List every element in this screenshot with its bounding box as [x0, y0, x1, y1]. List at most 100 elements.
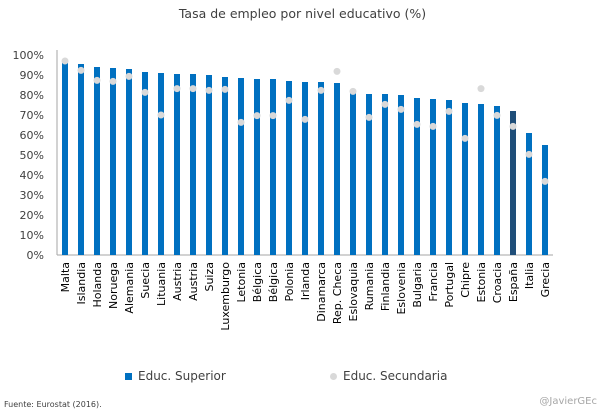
x-tick-label: Islandia	[75, 262, 88, 305]
x-tick-label: Bulgaria	[411, 262, 424, 308]
point-secundaria	[77, 66, 85, 74]
x-tick-label: Holanda	[91, 262, 104, 308]
x-tick-label: Austria	[187, 262, 200, 301]
point-secundaria	[141, 88, 149, 96]
x-tick-label: Suiza	[203, 262, 216, 292]
point-secundaria	[285, 96, 293, 104]
watermark: @JavierGEc	[539, 396, 597, 407]
x-tick-label: Noruega	[107, 262, 120, 309]
x-tick-label: Finlandia	[379, 262, 392, 311]
x-tick-label: Lituania	[155, 262, 168, 306]
y-tick-label: 50%	[20, 149, 44, 162]
x-tick-label: Eslovaquia	[347, 262, 360, 321]
bar-educ-superior	[382, 94, 388, 255]
bar-educ-superior	[94, 67, 100, 255]
y-tick-label: 90%	[20, 69, 44, 82]
bar-educ-superior	[302, 82, 308, 255]
bar-educ-superior	[526, 133, 532, 255]
y-tick-label: 70%	[20, 109, 44, 122]
point-secundaria	[237, 118, 245, 126]
bar-educ-superior	[350, 90, 356, 255]
legend-label: Educ. Secundaria	[343, 369, 448, 383]
point-secundaria	[541, 177, 549, 185]
point-secundaria	[365, 113, 373, 121]
bar-educ-superior	[78, 64, 84, 255]
bar-educ-superior	[190, 74, 196, 255]
x-tick-label: Chipre	[459, 262, 472, 298]
bar-educ-superior	[126, 69, 132, 255]
bar-educ-superior	[478, 104, 484, 255]
legend-bar-swatch	[125, 372, 132, 380]
bar-educ-superior	[254, 79, 260, 255]
bar-educ-superior	[222, 77, 228, 255]
x-tick-label: España	[507, 262, 520, 302]
x-tick-label: Francia	[427, 262, 440, 302]
bar-educ-superior	[430, 99, 436, 255]
point-secundaria	[221, 85, 229, 93]
bar-educ-superior	[174, 74, 180, 255]
x-tick-label: Austria	[171, 262, 184, 301]
bar-educ-superior	[238, 78, 244, 255]
point-secundaria	[509, 122, 517, 130]
x-tick-label: Suecia	[139, 262, 152, 299]
bar-educ-superior	[334, 83, 340, 255]
x-tick-label: Portugal	[443, 262, 456, 308]
bar-educ-superior	[542, 145, 548, 255]
chart-title: Tasa de empleo por nivel educativo (%)	[178, 6, 427, 21]
point-secundaria	[381, 100, 389, 108]
bar-educ-superior	[318, 82, 324, 255]
bar-educ-superior	[510, 111, 516, 255]
legend-label: Educ. Superior	[138, 369, 226, 383]
bar-educ-superior	[398, 95, 404, 255]
point-secundaria	[205, 86, 213, 94]
x-tick-label: Bélgica	[251, 262, 264, 302]
x-tick-label: Dinamarca	[315, 262, 328, 322]
x-tick-label: Rep. Checa	[331, 262, 344, 324]
bar-educ-superior	[142, 72, 148, 255]
y-tick-label: 40%	[20, 169, 44, 182]
y-tick-label: 20%	[20, 209, 44, 222]
x-tick-label: Letonia	[235, 262, 248, 303]
point-secundaria	[525, 150, 533, 158]
point-secundaria	[301, 115, 309, 123]
point-secundaria	[317, 86, 325, 94]
point-secundaria	[413, 120, 421, 128]
bar-educ-superior	[286, 81, 292, 255]
x-tick-label: Rumania	[363, 262, 376, 310]
point-secundaria	[173, 85, 181, 93]
point-secundaria	[429, 122, 437, 130]
bar-educ-superior	[110, 68, 116, 255]
point-secundaria	[397, 105, 405, 113]
bar-educ-superior	[206, 75, 212, 255]
legend-dot-swatch	[330, 372, 337, 380]
point-secundaria	[333, 67, 341, 75]
x-tick-label: Bélgica	[267, 262, 280, 302]
bar-educ-superior	[414, 98, 420, 255]
x-tick-label: Eslovenia	[395, 262, 408, 315]
y-tick-label: 30%	[20, 189, 44, 202]
point-secundaria	[189, 85, 197, 93]
bar-educ-superior	[62, 60, 68, 255]
bar-educ-superior	[494, 106, 500, 255]
point-secundaria	[61, 57, 69, 65]
x-tick-label: Grecia	[539, 262, 552, 297]
x-tick-label: Italia	[523, 262, 536, 289]
legend-item-secundaria: Educ. Secundaria	[330, 369, 447, 383]
point-secundaria	[157, 111, 165, 119]
point-secundaria	[461, 134, 469, 142]
bar-educ-superior	[270, 79, 276, 255]
y-tick-label: 80%	[20, 89, 44, 102]
bar-educ-superior	[446, 100, 452, 255]
point-secundaria	[269, 112, 277, 120]
x-tick-label: Irlanda	[299, 262, 312, 300]
point-secundaria	[445, 107, 453, 115]
x-tick-label: Malta	[59, 262, 72, 292]
x-tick-label: Estonia	[475, 262, 488, 303]
point-secundaria	[349, 87, 357, 95]
point-secundaria	[125, 72, 133, 80]
y-tick-label: 60%	[20, 129, 44, 142]
y-tick-label: 100%	[13, 49, 44, 62]
point-secundaria	[109, 77, 117, 85]
legend-item-superior: Educ. Superior	[125, 369, 226, 383]
point-secundaria	[93, 76, 101, 84]
